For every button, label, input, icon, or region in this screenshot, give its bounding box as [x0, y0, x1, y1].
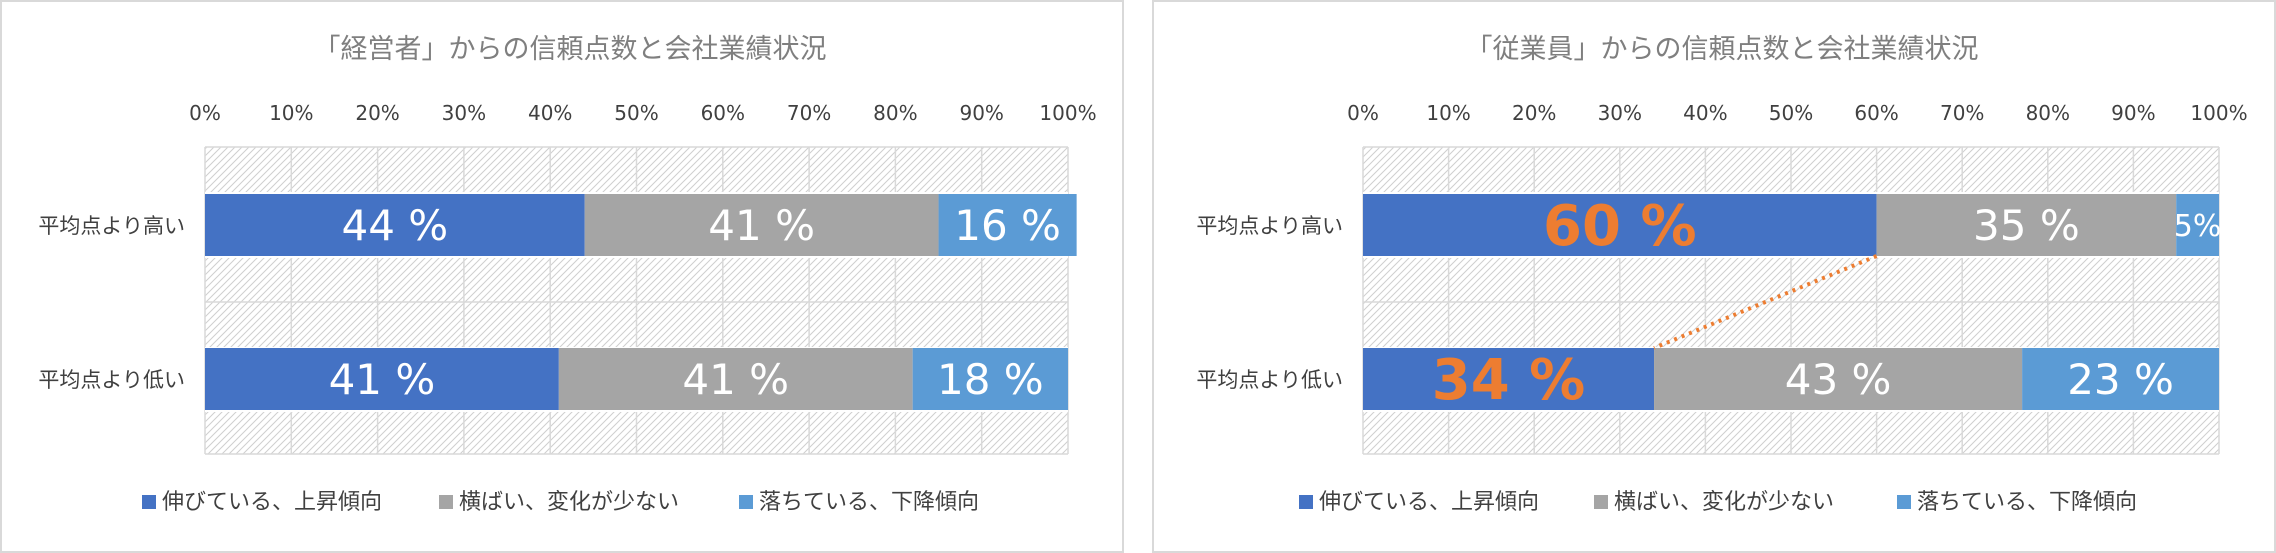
bar-segment: [1363, 348, 1655, 410]
x-tick-label: 10%: [1426, 101, 1470, 125]
x-tick-label: 90%: [2111, 101, 2155, 125]
data-label: 5%: [2174, 209, 2222, 244]
data-label: 44 %: [342, 201, 449, 250]
bar-segment: [2022, 348, 2219, 410]
data-label: 35 %: [1973, 201, 2080, 250]
x-tick-label: 20%: [355, 101, 399, 125]
x-tick-label: 0%: [1347, 101, 1379, 125]
connector-line: [1653, 254, 1878, 350]
chart-title: 「経営者」からの信頼点数と会社業績状況: [314, 34, 827, 65]
legend-entry: 落ちている、下降傾向: [759, 490, 979, 515]
x-tick-label: 10%: [269, 101, 313, 125]
data-label: 34 %: [1432, 348, 1586, 413]
x-tick-label: 0%: [189, 101, 221, 125]
bar-segment: [938, 194, 1077, 256]
data-label: 41 %: [708, 201, 815, 250]
x-tick-label: 30%: [442, 101, 486, 125]
chart-panel-jugyoin: 「従業員」からの信頼点数と会社業績状況 0% 10% 20% 30% 40% 50% 60% 7…: [1152, 0, 2276, 553]
legend-entry: 伸びている、上昇傾向: [1319, 490, 1539, 515]
x-tick-label: 70%: [1940, 101, 1984, 125]
x-tick-label: 60%: [1854, 101, 1898, 125]
category-label: 平均点より低い: [38, 368, 185, 392]
chart-jugyoin: 「従業員」からの信頼点数と会社業績状況 0% 10% 20% 30% 40% 50% 60% 7…: [1196, 34, 2247, 515]
x-tick-label: 40%: [1683, 101, 1727, 125]
x-tick-label: 50%: [614, 101, 658, 125]
legend-swatch: [1594, 495, 1608, 509]
category-label: 平均点より高い: [38, 214, 185, 238]
data-label: 60 %: [1543, 194, 1697, 259]
data-label: 41 %: [682, 355, 789, 404]
x-tick-label: 80%: [873, 101, 917, 125]
bar-segment: [912, 348, 1068, 410]
x-tick-label: 20%: [1512, 101, 1556, 125]
bar-segment: [205, 348, 559, 410]
bar-segment: [1363, 194, 1877, 256]
legend-entry: 伸びている、上昇傾向: [162, 490, 382, 515]
legend-swatch: [739, 495, 753, 509]
chart-panel-keieisha: 「経営者」からの信頼点数と会社業績状況 0% 10% 20% 30% 40% 50% 60% 7…: [0, 0, 1124, 553]
x-tick-label: 60%: [701, 101, 745, 125]
category-label: 平均点より高い: [1196, 214, 1343, 238]
x-tick-label: 80%: [2026, 101, 2070, 125]
x-tick-label: 30%: [1598, 101, 1642, 125]
legend-swatch: [439, 495, 453, 509]
chart-keieisha: 「経営者」からの信頼点数と会社業績状況 0% 10% 20% 30% 40% 50% 60% 7…: [38, 34, 1096, 515]
data-label: 43 %: [1785, 355, 1892, 404]
bar-segment: [558, 348, 913, 410]
data-label: 16 %: [954, 201, 1061, 250]
legend-swatch: [1299, 495, 1313, 509]
bar-segment: [205, 194, 585, 256]
legend-entry: 落ちている、下降傾向: [1917, 490, 2137, 515]
data-label: 23 %: [2067, 355, 2174, 404]
bar-segment: [1654, 348, 2023, 410]
bar-segment: [1876, 194, 2177, 256]
x-tick-label: 70%: [787, 101, 831, 125]
x-tick-label: 100%: [1039, 101, 1096, 125]
data-label: 18 %: [937, 355, 1044, 404]
bar-segment: [584, 194, 939, 256]
legend-entry: 横ばい、変化が少ない: [459, 490, 679, 515]
x-tick-label: 50%: [1769, 101, 1813, 125]
category-label: 平均点より低い: [1196, 368, 1343, 392]
legend-swatch: [142, 495, 156, 509]
legend-entry: 横ばい、変化が少ない: [1614, 490, 1834, 515]
bar-segment: [2176, 194, 2219, 256]
legend-swatch: [1897, 495, 1911, 509]
x-tick-label: 90%: [959, 101, 1003, 125]
x-tick-label: 100%: [2190, 101, 2247, 125]
chart-title: 「従業員」からの信頼点数と会社業績状況: [1466, 34, 1979, 65]
data-label: 41 %: [329, 355, 436, 404]
x-tick-label: 40%: [528, 101, 572, 125]
